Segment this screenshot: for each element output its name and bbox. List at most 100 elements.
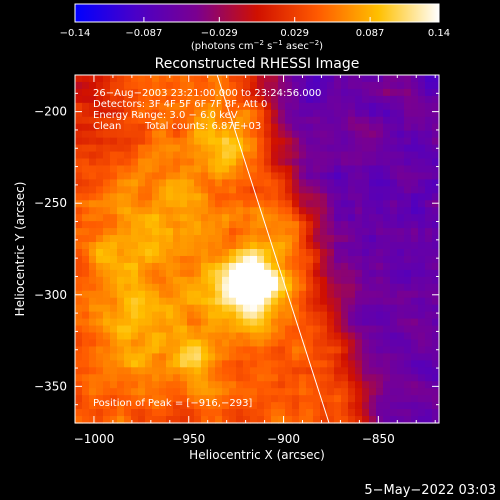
heatmap-cell [327,172,335,180]
heatmap-cell [131,88,139,97]
heatmap-cell [103,269,111,278]
heatmap-cell [264,402,272,410]
heatmap-cell [334,228,342,236]
heatmap-cell [264,388,272,396]
heatmap-cell [82,255,90,264]
heatmap-cell [166,116,174,125]
heatmap-cell [397,297,405,306]
heatmap-cell [187,367,195,375]
heatmap-cell [264,214,272,222]
heatmap-cell [75,374,83,382]
heatmap-cell [348,339,356,348]
heatmap-cell [75,207,83,215]
heatmap-cell [201,249,209,257]
heatmap-cell [201,116,209,125]
heatmap-cell [124,200,132,208]
heatmap-cell [257,130,265,139]
heatmap-cell [397,165,405,174]
heatmap-cell [404,75,412,83]
heatmap-cell [299,116,307,125]
heatmap-cell [390,388,398,396]
heatmap-cell [152,123,160,132]
heatmap-cell [397,381,405,389]
heatmap-cell [418,102,426,111]
heatmap-cell [264,269,272,278]
heatmap-cell [173,95,181,104]
heatmap-cell [355,346,363,354]
heatmap-cell [285,214,293,222]
heatmap-cell [82,179,90,187]
heatmap-cell [404,200,412,208]
heatmap-cell [376,318,384,327]
heatmap-cell [138,102,146,111]
heatmap-cell [257,102,265,111]
heatmap-cell [285,374,293,382]
heatmap-cell [201,130,209,139]
heatmap-cell [397,81,405,90]
heatmap-cell [383,360,391,368]
heatmap-cell [222,172,230,180]
heatmap-cell [187,269,195,278]
heatmap-cell [117,304,125,313]
heatmap-cell [376,207,384,215]
heatmap-cell [390,249,398,257]
heatmap-cell [376,179,384,187]
heatmap-cell [327,276,335,285]
heatmap-cell [201,102,209,111]
heatmap-cell [208,158,216,167]
heatmap-cell [89,395,97,403]
heatmap-cell [75,304,83,313]
heatmap-cell [131,95,139,104]
heatmap-cell [362,123,370,132]
heatmap-cell [348,395,356,403]
heatmap-cell [334,276,342,285]
heatmap-cell [117,165,125,174]
heatmap-cell [173,290,181,299]
heatmap-cell [376,353,384,361]
heatmap-cell [271,367,279,375]
heatmap-cell [236,102,244,111]
heatmap-cell [306,221,314,229]
heatmap-cell [243,130,251,139]
heatmap-cell [397,130,405,139]
heatmap-cell [327,102,335,111]
plot-frame [74,74,440,424]
heatmap-cell [222,318,230,327]
heatmap-cell [432,151,440,160]
heatmap-cell [369,353,377,361]
heatmap-cell [138,144,146,153]
heatmap-cell [222,325,230,334]
heatmap-cell [138,416,146,424]
heatmap-cell [89,172,97,180]
heatmap-cell [215,367,223,375]
heatmap-cell [243,95,251,104]
heatmap-cell [194,158,202,167]
heatmap-cell [313,144,321,153]
heatmap-cell [250,395,258,403]
heatmap-cell [362,165,370,174]
heatmap-cell [117,311,125,320]
heatmap-cell [376,332,384,341]
heatmap-cell [292,228,300,236]
heatmap-cell [390,116,398,125]
heatmap-cell [152,353,160,361]
heatmap-cell [390,332,398,341]
heatmap-cell [376,165,384,174]
heatmap-cell [208,255,216,264]
heatmap-cell [334,381,342,389]
heatmap-cell [306,346,314,354]
heatmap-cell [257,290,265,299]
heatmap-cell [418,290,426,299]
heatmap-cell [292,304,300,313]
heatmap-cell [299,395,307,403]
heatmap-cell [243,360,251,368]
heatmap-cell [166,339,174,348]
heatmap-cell [313,200,321,208]
heatmap-cell [229,81,237,90]
heatmap-cell [117,75,125,83]
heatmap-cell [320,374,328,382]
heatmap-cell [103,130,111,139]
heatmap-cell [432,416,440,424]
heatmap-cell [278,353,286,361]
heatmap-cell [271,151,279,160]
